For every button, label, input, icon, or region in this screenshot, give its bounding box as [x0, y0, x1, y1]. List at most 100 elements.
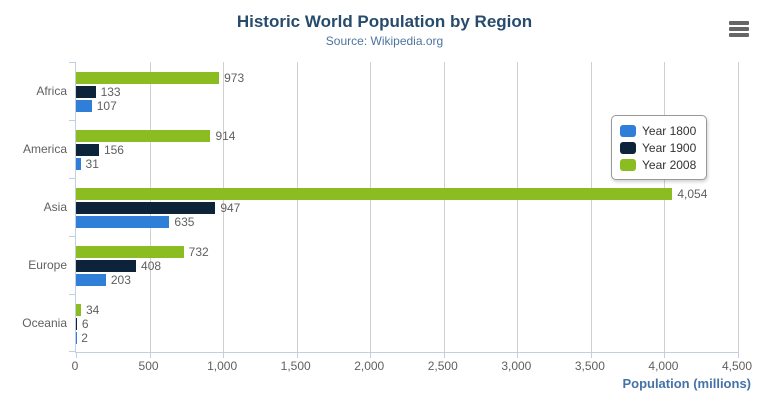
bar-year-1900-asia[interactable] — [76, 202, 216, 214]
bar-year-1900-europe[interactable] — [76, 260, 137, 272]
x-axis-tick-label: 1,000 — [207, 359, 238, 373]
legend-label: Year 1800 — [642, 123, 697, 138]
x-axis-tick — [223, 352, 225, 358]
data-label: 156 — [103, 143, 124, 157]
hamburger-bar — [729, 21, 749, 25]
hamburger-bar — [729, 33, 749, 37]
x-axis-title: Population (millions) — [622, 376, 751, 391]
bar-year-2008-oceania[interactable] — [76, 304, 81, 316]
x-axis-tick — [296, 352, 298, 358]
gridline — [738, 62, 739, 352]
bar-line: 635 — [76, 216, 738, 228]
y-axis-tick — [69, 62, 75, 63]
gridline — [223, 62, 225, 352]
bar-year-1900-america[interactable] — [76, 144, 99, 156]
data-label: 6 — [81, 317, 89, 331]
gridline — [590, 62, 592, 352]
chart-title: Historic World Population by Region — [236, 12, 533, 31]
x-axis-tick-label: 3,500 — [574, 359, 605, 373]
gridline — [664, 62, 666, 352]
data-label: 408 — [141, 259, 162, 273]
gridline — [370, 62, 372, 352]
bar-line: 133 — [76, 86, 738, 98]
data-label: 973 — [224, 71, 245, 85]
x-axis-tick — [664, 352, 666, 358]
data-label: 203 — [110, 273, 131, 287]
bar-line: 4,054 — [76, 188, 738, 200]
legend-item-year-1900[interactable]: Year 1900 — [620, 139, 696, 156]
y-axis-tick — [69, 294, 75, 295]
bar-line: 732 — [76, 246, 738, 258]
data-label: 635 — [174, 215, 195, 229]
legend-swatch — [620, 124, 636, 137]
bar-year-1800-asia[interactable] — [76, 216, 170, 228]
gridline — [517, 62, 519, 352]
category-label: America — [22, 142, 67, 156]
data-label: 732 — [188, 245, 209, 259]
data-label: 947 — [220, 201, 241, 215]
x-axis-tick — [738, 352, 739, 358]
x-axis-tick-label: 3,000 — [501, 359, 532, 373]
data-label: 31 — [85, 157, 99, 171]
x-axis-tick-label: 2,000 — [354, 359, 385, 373]
bar-line: 107 — [76, 100, 738, 112]
chart-subtitle: Source: Wikipedia.org — [325, 34, 444, 48]
bar-line: 2 — [76, 332, 738, 344]
gridline — [443, 62, 445, 352]
data-label: 107 — [96, 99, 117, 113]
legend-swatch — [620, 141, 636, 154]
y-axis-tick — [69, 351, 75, 352]
hamburger-menu-icon[interactable] — [729, 21, 749, 37]
category-row: Europe 732 408 203 — [28, 236, 738, 294]
x-axis-labels: 0 500 1,000 1,500 2,000 2,500 3,000 3,500 4,000 4… — [71, 359, 752, 375]
bar-line: 31 — [76, 158, 738, 170]
legend-item-year-1800[interactable]: Year 1800 — [620, 122, 696, 139]
x-axis-tick — [443, 352, 445, 358]
bar-line: 6 — [76, 318, 738, 330]
legend-item-year-2008[interactable]: Year 2008 — [620, 156, 696, 173]
legend-label: Year 2008 — [642, 157, 697, 172]
gridline — [296, 62, 298, 352]
bar-year-2008-europe[interactable] — [76, 246, 184, 258]
data-label: 2 — [81, 331, 88, 345]
x-axis-tick — [517, 352, 519, 358]
bar-year-2008-africa[interactable] — [76, 72, 220, 84]
hamburger-bar — [729, 27, 749, 31]
bar-year-2008-america[interactable] — [76, 130, 211, 142]
bar-line: 408 — [76, 260, 738, 272]
plot-area: Africa 973 133 107 America 914 156 31 Asia 4,054 9… — [22, 62, 739, 358]
x-axis-tick — [370, 352, 372, 358]
bar-line: 947 — [76, 202, 738, 214]
bar-year-2008-asia[interactable] — [76, 188, 673, 200]
x-axis-tick-label: 0 — [71, 359, 79, 373]
data-label: 4,054 — [677, 187, 708, 201]
bar-line: 973 — [76, 72, 738, 84]
data-label: 914 — [215, 129, 236, 143]
category-label: Europe — [28, 258, 67, 272]
category-row: Oceania 34 6 2 — [22, 294, 738, 352]
bar-line: 34 — [76, 304, 738, 316]
bar-year-1800-europe[interactable] — [76, 274, 106, 286]
bar-year-1800-africa[interactable] — [76, 100, 92, 112]
legend-label: Year 1900 — [642, 140, 697, 155]
data-label: 133 — [100, 85, 121, 99]
bar-line: 914 — [76, 130, 738, 142]
legend-swatch — [620, 158, 636, 171]
data-label: 34 — [86, 303, 100, 317]
x-axis-tick-label: 4,500 — [721, 359, 753, 373]
category-row: America 914 156 31 — [23, 120, 738, 178]
x-axis-tick-label: 2,500 — [427, 359, 458, 373]
bar-year-1900-oceania[interactable] — [76, 318, 77, 330]
category-label: Oceania — [22, 316, 67, 330]
x-axis-tick-label: 4,000 — [648, 359, 679, 373]
x-axis-tick — [76, 352, 77, 358]
category-label: Africa — [36, 84, 67, 98]
x-axis-tick-label: 1,500 — [280, 359, 311, 373]
legend: Year 1800 Year 1900 Year 2008 — [611, 115, 708, 180]
bar-year-1900-africa[interactable] — [76, 86, 96, 98]
bar-year-1800-america[interactable] — [76, 158, 81, 170]
category-row: Africa 973 133 107 — [36, 62, 738, 120]
x-axis-tick — [149, 352, 151, 358]
category-label: Asia — [43, 200, 67, 214]
